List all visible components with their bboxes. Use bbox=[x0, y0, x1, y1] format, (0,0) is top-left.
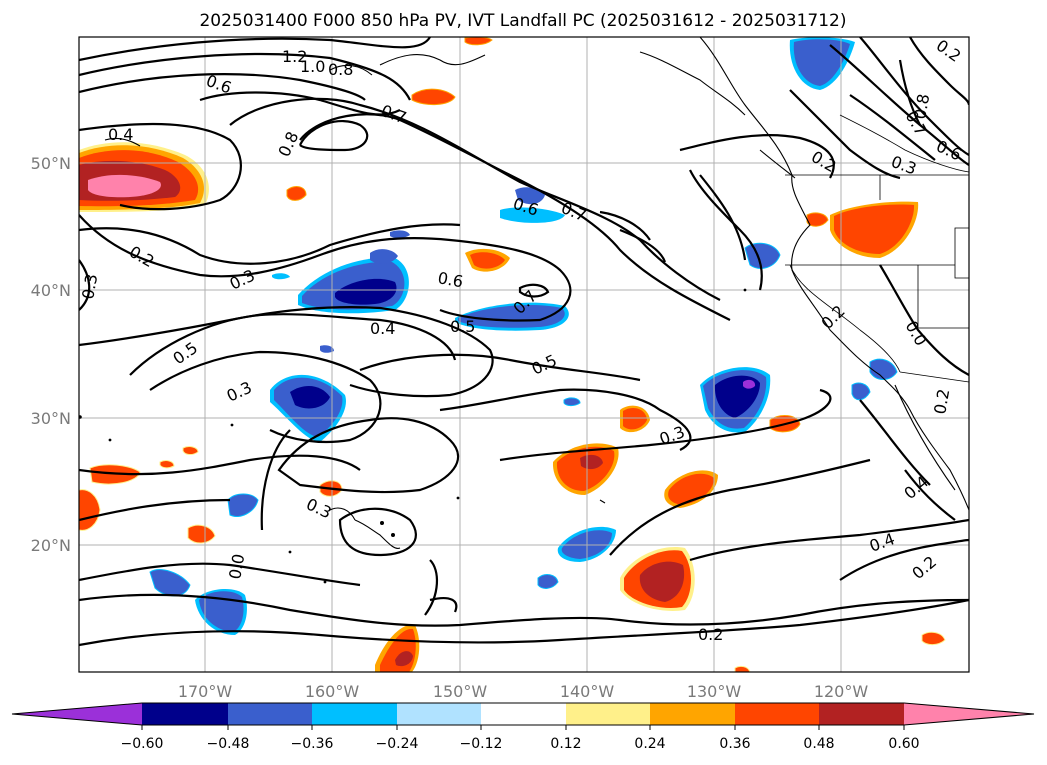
pv-shading bbox=[79, 37, 946, 672]
pv-negative-region bbox=[515, 187, 545, 205]
coastlines bbox=[79, 37, 969, 584]
map-background bbox=[79, 37, 969, 672]
north-america-coast bbox=[699, 37, 969, 511]
political-borders bbox=[785, 114, 969, 383]
contour-label: 0.8 bbox=[328, 60, 353, 79]
colorbar-bin bbox=[735, 703, 819, 725]
pv-negative-region bbox=[199, 591, 244, 632]
colorbar-tick-label: 0.24 bbox=[634, 736, 665, 752]
contour-label: 0.3 bbox=[78, 272, 101, 300]
contour-label: 0.2 bbox=[698, 625, 723, 644]
pv-negative-region bbox=[458, 304, 565, 328]
colorbar-under-extension bbox=[12, 703, 142, 725]
pv-negative-region bbox=[272, 273, 290, 280]
pv-negative-region bbox=[320, 345, 334, 353]
lon-tick-label: 170°W bbox=[178, 682, 233, 701]
contour-label: 0.4 bbox=[108, 125, 133, 144]
contour-label: 0.4 bbox=[370, 319, 395, 338]
colorbar-bin bbox=[650, 703, 735, 725]
colorbar-tick-label: 0.48 bbox=[803, 736, 834, 752]
pv-negative-region bbox=[149, 569, 191, 597]
colorbar-tick-label: 0.60 bbox=[888, 736, 919, 752]
pv-positive-region bbox=[187, 524, 216, 544]
lon-tick-label: 150°W bbox=[433, 682, 488, 701]
colorbar-over-extension bbox=[904, 703, 1034, 725]
colorbar-tick-label: −0.36 bbox=[291, 736, 334, 752]
colorbar-tick-label: 0.36 bbox=[719, 736, 750, 752]
contour-labels: 1.2 1.0 0.8 0.6 0.4 0.7 0.8 0.6 0.7 0.8 … bbox=[78, 37, 964, 644]
contour-label: 0.2 bbox=[930, 387, 953, 415]
colorbar-bin bbox=[312, 703, 397, 725]
colorbar-bin bbox=[142, 703, 228, 725]
lon-tick-label: 140°W bbox=[560, 682, 615, 701]
map-panel: 1.2 1.0 0.8 0.6 0.4 0.7 0.8 0.6 0.7 0.8 … bbox=[78, 36, 970, 673]
gridlines bbox=[79, 37, 969, 672]
contour-label: 1.2 bbox=[282, 47, 307, 66]
colorbar-ticks bbox=[141, 725, 905, 730]
lat-tick-label: 50°N bbox=[31, 154, 71, 173]
contour-label: 0.8 bbox=[910, 92, 933, 120]
pv-positive-region bbox=[734, 665, 751, 672]
colorbar-tick-label: −0.12 bbox=[460, 736, 503, 752]
pv-positive-region bbox=[411, 88, 456, 105]
pv-positive-region bbox=[182, 446, 199, 455]
lon-tick-label: 130°W bbox=[687, 682, 742, 701]
map-frame bbox=[78, 36, 970, 673]
lon-tick-label: 120°W bbox=[814, 682, 869, 701]
lat-tick-label: 30°N bbox=[31, 409, 71, 428]
colorbar-bin bbox=[566, 703, 650, 725]
pv-negative-region bbox=[537, 574, 559, 589]
colorbar-tick-label: −0.24 bbox=[376, 736, 419, 752]
contour-label: 0.5 bbox=[450, 317, 475, 336]
pv-negative-region bbox=[335, 278, 397, 305]
pv-negative-region bbox=[563, 397, 581, 407]
pv-contours bbox=[79, 37, 969, 647]
pv-positive-region bbox=[921, 631, 946, 646]
pv-positive-region bbox=[668, 473, 714, 505]
pv-negative-region bbox=[370, 249, 398, 264]
pv-positive-region bbox=[639, 561, 685, 602]
pv-negative-region bbox=[743, 379, 756, 389]
pv-negative-region bbox=[500, 207, 565, 223]
colorbar: −0.60 −0.48 −0.36 −0.24 −0.12 0.12 0.24 … bbox=[11, 702, 1035, 752]
pv-positive-region bbox=[88, 174, 161, 198]
pv-negative-region bbox=[851, 382, 871, 401]
contour-label: 1.0 bbox=[300, 57, 325, 76]
colorbar-tick-label: 0.12 bbox=[550, 736, 581, 752]
pv-negative-region bbox=[227, 493, 259, 517]
contour-label: 0.6 bbox=[436, 268, 464, 291]
lon-tick-label: 160°W bbox=[305, 682, 360, 701]
latitude-tick-labels: 50°N 40°N 30°N 20°N bbox=[31, 154, 71, 555]
lat-tick-label: 20°N bbox=[31, 536, 71, 555]
pv-positive-region bbox=[395, 651, 413, 667]
pv-positive-region bbox=[470, 252, 505, 269]
contour-label: 0.0 bbox=[225, 552, 248, 580]
lat-tick-label: 40°N bbox=[31, 281, 71, 300]
longitude-tick-labels: 170°W 160°W 150°W 140°W 130°W 120°W bbox=[178, 682, 869, 701]
pv-positive-region bbox=[580, 454, 603, 470]
figure-title: 2025031400 F000 850 hPa PV, IVT Landfall… bbox=[199, 11, 846, 31]
colorbar-tick-label: −0.48 bbox=[207, 736, 250, 752]
colorbar-bin bbox=[397, 703, 481, 725]
pv-positive-region bbox=[159, 460, 175, 469]
pv-positive-region bbox=[79, 489, 101, 531]
colorbar-bin bbox=[819, 703, 904, 725]
colorbar-bin bbox=[228, 703, 312, 725]
pv-negative-region bbox=[869, 358, 898, 380]
colorbar-tick-label: −0.60 bbox=[121, 736, 164, 752]
pv-negative-region bbox=[390, 230, 410, 239]
colorbar-bin bbox=[481, 703, 566, 725]
pv-positive-region bbox=[623, 408, 647, 430]
colorbar-tick-labels: −0.60 −0.48 −0.36 −0.24 −0.12 0.12 0.24 … bbox=[121, 736, 920, 752]
pv-positive-region bbox=[834, 204, 915, 254]
pv-positive-region bbox=[286, 186, 307, 201]
pv-negative-region bbox=[290, 385, 330, 409]
